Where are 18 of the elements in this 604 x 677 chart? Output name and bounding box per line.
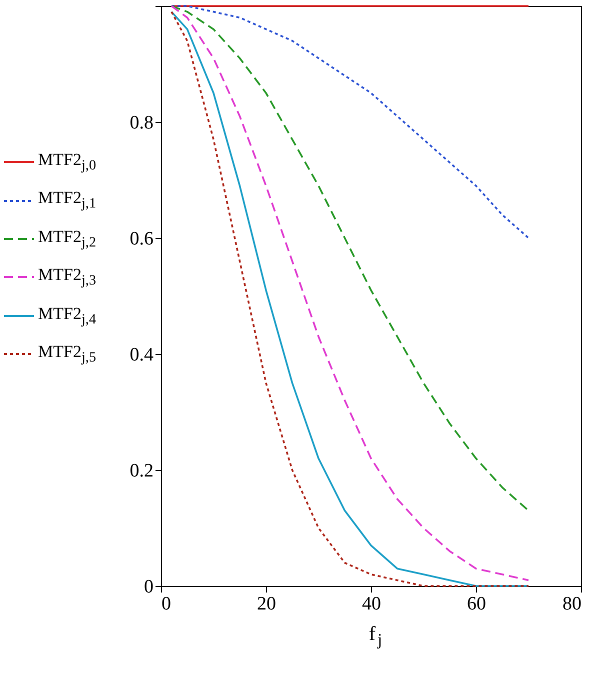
x-tick-label: 60 bbox=[467, 594, 486, 614]
legend-label: MTF2$_{j,2}$ bbox=[38, 226, 96, 252]
legend-label: MTF2$_{j,0}$ bbox=[38, 150, 96, 174]
y-tick-label: 0.4 bbox=[130, 344, 154, 366]
y-tick-label: 0.2 bbox=[130, 460, 154, 482]
line-series bbox=[170, 5, 530, 239]
legend-label: MTF2$_{j,4}$ bbox=[38, 304, 96, 328]
legend-label: MTF2$_{j,3}$ bbox=[38, 265, 96, 290]
x-tick-label: 0 bbox=[162, 594, 171, 614]
legend-label: MTF2$_{j,1}$ bbox=[38, 188, 96, 213]
x-tick-label: 20 bbox=[257, 594, 276, 614]
y-tick-label: 0 bbox=[144, 576, 154, 598]
legend-label: MTF2$_{j,5}$ bbox=[38, 342, 96, 366]
y-tick-label: 0.6 bbox=[130, 228, 154, 250]
x-tick-label: 40 bbox=[362, 594, 381, 614]
x-tick-label: 80 bbox=[562, 594, 582, 614]
y-tick-label: 0.8 bbox=[130, 112, 154, 134]
x-axis-title: f$_{j}$ bbox=[368, 622, 382, 650]
